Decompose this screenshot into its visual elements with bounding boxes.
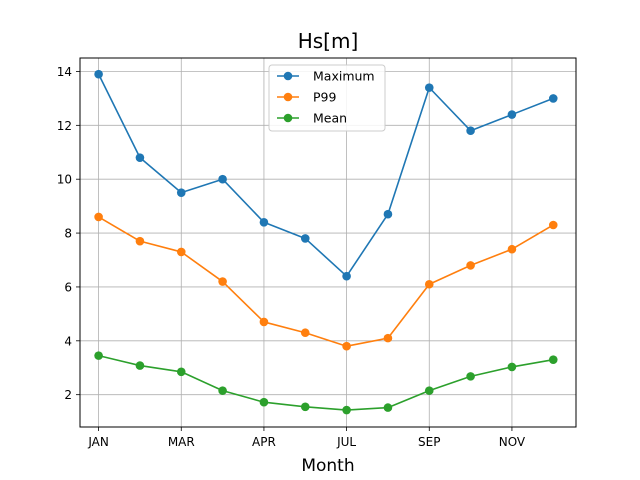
data-point-p99 bbox=[507, 244, 517, 254]
legend-label: Mean bbox=[313, 111, 347, 126]
series-maximum bbox=[94, 69, 558, 281]
x-tick-label: JUL bbox=[336, 435, 356, 449]
series-group bbox=[94, 69, 558, 415]
y-tick-label: 6 bbox=[64, 280, 72, 294]
data-point-maximum bbox=[259, 217, 269, 227]
data-point-p99 bbox=[383, 333, 393, 343]
data-point-mean bbox=[342, 405, 351, 415]
data-point-mean bbox=[135, 361, 145, 370]
legend-item-maximum: Maximum bbox=[277, 69, 375, 84]
data-point-maximum bbox=[135, 153, 145, 162]
data-point-p99 bbox=[259, 317, 269, 327]
data-point-mean bbox=[507, 362, 517, 372]
data-point-mean bbox=[300, 402, 310, 412]
data-point-p99 bbox=[342, 341, 351, 351]
data-point-maximum bbox=[383, 209, 393, 219]
data-point-p99 bbox=[135, 236, 145, 246]
data-point-p99 bbox=[424, 279, 434, 289]
legend: Maximum P99 Mean bbox=[268, 64, 386, 132]
data-point-maximum bbox=[176, 188, 186, 197]
x-tick-label: MAR bbox=[168, 435, 195, 449]
series-line-p99 bbox=[98, 216, 554, 348]
data-point-mean bbox=[424, 386, 434, 395]
data-point-maximum bbox=[466, 126, 475, 136]
y-tick-label: 2 bbox=[64, 388, 72, 402]
legend-marker bbox=[283, 71, 293, 81]
data-point-maximum bbox=[424, 83, 434, 92]
data-point-p99 bbox=[300, 328, 310, 338]
y-tick-label: 10 bbox=[57, 173, 72, 187]
x-tick-label: NOV bbox=[499, 435, 526, 449]
data-point-p99 bbox=[548, 220, 558, 230]
y-tick-label: 4 bbox=[64, 334, 72, 348]
data-point-p99 bbox=[176, 247, 186, 257]
legend-label: P99 bbox=[313, 90, 336, 105]
data-point-p99 bbox=[218, 277, 227, 286]
legend-label: Maximum bbox=[313, 69, 375, 84]
y-tick-label: 14 bbox=[57, 65, 72, 79]
series-mean bbox=[94, 351, 558, 415]
y-tick-label: 8 bbox=[64, 227, 72, 241]
legend-box bbox=[268, 64, 386, 132]
grid-lines bbox=[80, 58, 576, 427]
data-point-mean bbox=[383, 403, 393, 412]
data-point-mean bbox=[218, 386, 227, 395]
axis-ticks: JAN MAR APR JUL SEP NOV 2 4 6 8 10 12 14 bbox=[57, 65, 526, 449]
series-line-maximum bbox=[97, 73, 554, 277]
legend-marker bbox=[283, 113, 293, 123]
data-point-mean bbox=[94, 351, 103, 360]
y-tick-label: 12 bbox=[57, 119, 72, 133]
x-axis-title: Month bbox=[301, 456, 354, 476]
data-point-maximum bbox=[548, 94, 558, 103]
data-point-mean bbox=[176, 367, 186, 377]
data-point-mean bbox=[466, 372, 475, 381]
chart-title: Hs[m] bbox=[298, 29, 359, 53]
data-point-maximum bbox=[300, 234, 310, 243]
data-point-maximum bbox=[94, 69, 103, 79]
data-point-mean bbox=[259, 397, 269, 407]
x-tick-label: APR bbox=[252, 435, 276, 449]
legend-item-p99: P99 bbox=[277, 90, 336, 105]
data-point-p99 bbox=[466, 261, 475, 270]
data-point-maximum bbox=[507, 110, 517, 119]
legend-item-mean: Mean bbox=[277, 111, 347, 126]
x-tick-label: JAN bbox=[87, 435, 109, 449]
legend-marker bbox=[283, 92, 293, 102]
plot-area-frame bbox=[79, 57, 577, 428]
x-tick-label: SEP bbox=[418, 435, 440, 449]
series-line-mean bbox=[98, 354, 554, 411]
data-point-mean bbox=[548, 355, 558, 364]
data-point-p99 bbox=[94, 212, 103, 222]
data-point-maximum bbox=[342, 271, 351, 281]
data-point-maximum bbox=[218, 174, 227, 184]
series-p99 bbox=[94, 212, 558, 351]
